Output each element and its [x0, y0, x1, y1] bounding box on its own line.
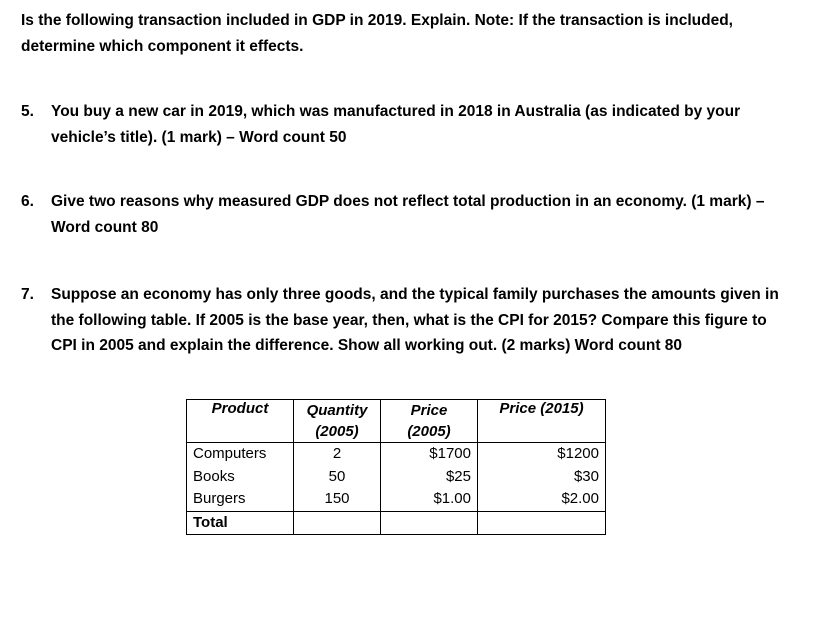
quantity-value: 2 — [332, 445, 342, 462]
price-2015-value: $30 — [573, 467, 599, 485]
quantity-value: 50 — [328, 467, 346, 485]
question-number: 6. — [21, 193, 34, 210]
header-price-2015: Price (2015) — [477, 399, 606, 443]
question-number: 7. — [21, 286, 34, 303]
table-row: Computers Books Burgers 2 50 150 $1700 $… — [186, 442, 606, 512]
price-2015-value: $1200 — [557, 445, 599, 462]
question-text: You buy a new car in 2019, which was man… — [51, 103, 741, 146]
price-2005-cell: $1700 $25 $1.00 — [380, 442, 478, 512]
table-header-row: Product Quantity (2005) Price (2005) Pri… — [186, 399, 606, 443]
cpi-table: Product Quantity (2005) Price (2005) Pri… — [186, 399, 606, 535]
total-quantity-cell — [293, 510, 381, 535]
question-number: 5. — [21, 103, 34, 120]
total-price-2015-cell — [477, 510, 606, 535]
quantity-value: 150 — [324, 490, 350, 507]
product-name: Burgers — [193, 490, 246, 507]
question-text: Suppose an economy has only three goods,… — [51, 286, 779, 354]
price-2015-value: $2.00 — [561, 490, 599, 507]
price-2005-value: $1.00 — [433, 490, 471, 507]
header-quantity: Quantity (2005) — [293, 399, 381, 443]
product-cell: Computers Books Burgers — [186, 442, 294, 512]
question-text: Give two reasons why measured GDP does n… — [51, 193, 765, 236]
total-label: Total — [186, 510, 294, 535]
header-price-2005: Price (2005) — [380, 399, 478, 443]
price-2015-cell: $1200 $30 $2.00 — [477, 442, 606, 512]
header-product: Product — [186, 399, 294, 443]
instructions-text: Is the following transaction included in… — [21, 12, 733, 55]
quantity-cell: 2 50 150 — [293, 442, 381, 512]
product-name: Books — [193, 467, 235, 485]
table-total-row: Total — [186, 510, 606, 535]
price-2005-value: $1700 — [429, 445, 471, 462]
total-price-2005-cell — [380, 510, 478, 535]
product-name: Computers — [193, 445, 267, 462]
price-2005-value: $25 — [445, 467, 471, 485]
